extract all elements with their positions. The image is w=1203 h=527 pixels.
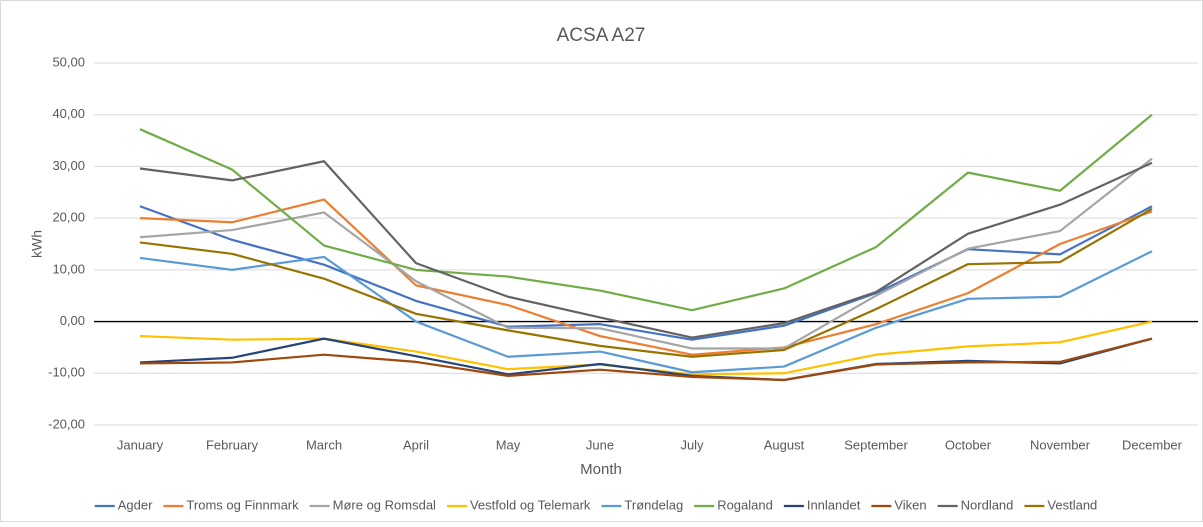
series-line (139, 207, 1153, 358)
legend-label: Vestfold og Telemark (470, 497, 591, 512)
legend-label: Trøndelag (624, 497, 683, 512)
legend-label: Vestland (1047, 497, 1097, 512)
legend-label: Rogaland (717, 497, 773, 512)
x-tick-label: September (844, 437, 908, 452)
x-tick-label: October (945, 437, 992, 452)
y-tick-label: 40,00 (52, 106, 85, 121)
legend-label: Møre og Romsdal (333, 497, 436, 512)
legend-label: Innlandet (807, 497, 861, 512)
x-tick-label: November (1030, 437, 1091, 452)
x-tick-label: December (1122, 437, 1183, 452)
x-tick-label: May (496, 437, 521, 452)
y-tick-label: 20,00 (52, 210, 85, 225)
x-tick-label: January (117, 437, 164, 452)
x-tick-label: June (586, 437, 614, 452)
y-tick-label: -20,00 (48, 416, 85, 431)
legend-label: Nordland (961, 497, 1014, 512)
x-tick-label: March (306, 437, 342, 452)
y-tick-label: 50,00 (52, 54, 85, 69)
y-tick-label: 0,00 (60, 313, 85, 328)
y-axis-label: kWh (29, 230, 45, 258)
series-line (139, 337, 1153, 382)
y-tick-label: -10,00 (48, 365, 85, 380)
series-line (139, 160, 1153, 339)
legend-label: Agder (118, 497, 153, 512)
x-tick-label: August (764, 437, 805, 452)
legend-label: Troms og Finnmark (186, 497, 299, 512)
series-line (139, 198, 1153, 356)
legend-label: Viken (894, 497, 926, 512)
series-line (139, 157, 1153, 350)
series-line (139, 205, 1153, 341)
x-tick-label: April (403, 437, 429, 452)
y-tick-label: 30,00 (52, 158, 85, 173)
x-axis-label: Month (580, 461, 622, 478)
x-tick-label: February (206, 437, 259, 452)
x-tick-label: July (680, 437, 704, 452)
chart-title: ACSA A27 (557, 25, 646, 46)
series-line (139, 250, 1153, 374)
y-tick-label: 10,00 (52, 261, 85, 276)
series-line (139, 113, 1153, 312)
